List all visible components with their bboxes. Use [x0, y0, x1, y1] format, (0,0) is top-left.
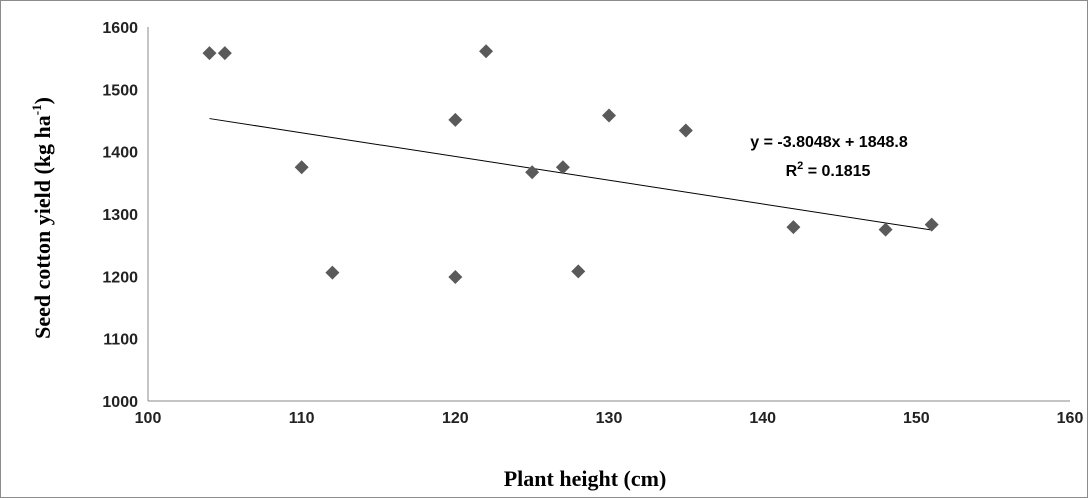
y-tick-label: 1300: [102, 207, 138, 224]
trendline: [209, 118, 932, 231]
y-axis-title: Seed cotton yield (kg ha-1): [29, 97, 55, 339]
x-tick-label: 140: [749, 410, 776, 427]
data-point: [202, 46, 217, 61]
x-tick-label: 120: [442, 410, 469, 427]
data-point: [479, 44, 494, 59]
data-point: [786, 220, 801, 235]
y-tick-label: 1200: [102, 269, 138, 286]
data-point: [602, 108, 616, 123]
y-tick-label: 1100: [103, 332, 138, 349]
data-point: [525, 165, 540, 180]
r-squared-sup: 2: [797, 160, 803, 172]
y-tick-label: 1600: [102, 20, 138, 37]
r-squared-prefix: R: [786, 163, 798, 180]
y-tick-label: 1500: [102, 82, 138, 99]
data-point: [924, 217, 939, 232]
x-tick-label: 100: [135, 410, 162, 427]
data-point: [325, 265, 340, 280]
data-point: [878, 222, 893, 237]
data-point: [294, 160, 309, 175]
data-point: [555, 160, 570, 175]
x-axis-title: Plant height (cm): [504, 466, 667, 491]
x-tick-labels: 100 110 120 130 140 150 160: [135, 410, 1084, 427]
data-point: [571, 264, 586, 279]
y-tick-label: 1400: [102, 145, 138, 162]
x-tick-label: 110: [289, 410, 315, 427]
y-axis-title-main: Seed cotton yield (kg ha: [30, 115, 55, 339]
y-axis-title-close: ): [30, 97, 55, 104]
trendline-equation: y = -3.8048x + 1848.8: [750, 134, 908, 151]
data-point: [448, 269, 463, 284]
data-point: [448, 112, 463, 127]
data-points: [202, 44, 939, 284]
r-squared-label: R2 = 0.1815: [786, 160, 871, 180]
x-tick-label: 160: [1057, 410, 1084, 427]
x-tick-label: 150: [903, 410, 930, 427]
y-tick-labels: 1000 1100 1200 1300 1400 1500 1600: [102, 20, 138, 411]
x-tick-label: 130: [596, 410, 623, 427]
r-squared-value: = 0.1815: [803, 163, 870, 180]
y-axis-title-sup: -1: [29, 104, 44, 115]
data-point: [678, 123, 693, 138]
data-point: [217, 46, 232, 61]
y-tick-label: 1000: [102, 394, 138, 411]
